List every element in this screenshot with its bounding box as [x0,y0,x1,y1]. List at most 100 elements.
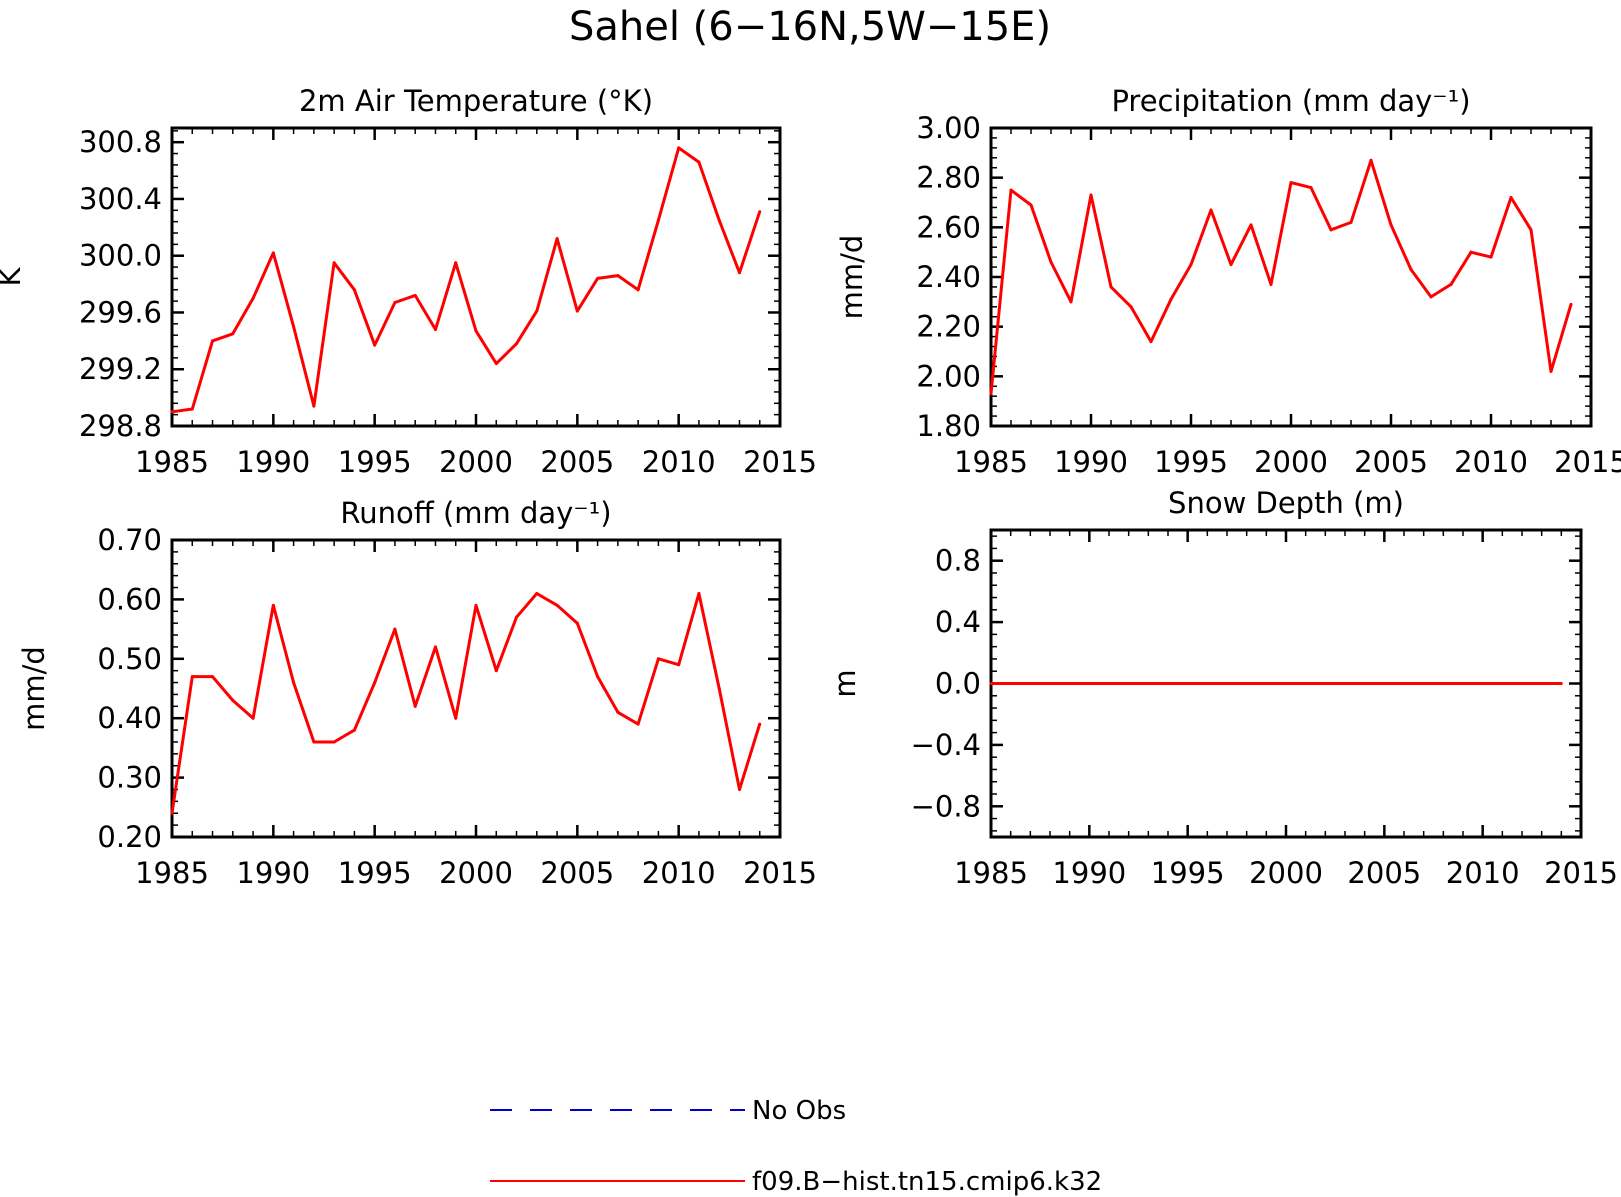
data-point [1129,305,1133,309]
data-point [1549,369,1553,373]
x-tick-label: 2010 [642,856,716,890]
data-point [393,301,397,305]
x-tick-label: 2000 [439,445,513,479]
data-point [1089,193,1093,197]
data-point [1107,682,1111,685]
x-tick-label: 1995 [338,856,412,890]
y-tick-label: 0.40 [97,701,162,735]
x-tick-label: 2010 [1446,856,1520,890]
data-point [515,342,519,346]
data-point [1422,682,1426,685]
data-point [352,728,356,732]
y-tick-label: 2.20 [916,310,981,344]
y-axis-label: mm/d [17,646,51,731]
data-point [1028,682,1032,685]
data-point [1269,282,1273,286]
data-point [1049,260,1053,264]
y-axis-label: m [828,669,862,697]
data-point [433,645,437,649]
data-point [251,716,255,720]
data-point [1449,282,1453,286]
data-point [1169,297,1173,301]
data-point [211,339,215,343]
data-point [1409,268,1413,272]
data-point [1009,188,1013,192]
data-point [413,704,417,708]
data-point [1489,255,1493,259]
data-point [170,410,174,414]
y-tick-label: 1.80 [916,409,981,443]
x-tick-label: 2005 [540,856,614,890]
data-point [1369,158,1373,162]
data-point [697,591,701,595]
data-point [1087,682,1091,685]
data-point [312,740,316,744]
legend-label-no-obs: No Obs [752,1096,846,1126]
data-point [1127,682,1131,685]
y-tick-label: 0.60 [97,582,162,616]
x-tick-label: 2010 [1454,445,1528,479]
data-point [1048,682,1052,685]
data-point [737,271,741,275]
series-line [989,158,1573,394]
figure-title: Sahel (6−16N,5W−15E) [569,4,1051,50]
legend-label-model: f09.B−hist.tn15.cmip6.k32 [752,1167,1102,1197]
data-point [575,309,579,313]
data-point [616,274,620,278]
x-tick-label: 2000 [1254,445,1328,479]
data-point [1520,682,1524,685]
data-point [332,261,336,265]
data-point [1225,682,1229,685]
y-tick-label: 3.00 [916,111,981,145]
data-point [737,787,741,791]
y-tick-label: 299.6 [79,295,162,329]
panel-title: Precipitation (mm day⁻¹) [1111,84,1470,118]
y-tick-label: 298.8 [79,409,162,443]
data-point [1309,186,1313,190]
data-point [1481,682,1485,685]
data-point [373,343,377,347]
panel-title: Snow Depth (m) [1168,486,1404,520]
y-tick-label: 0.8 [935,544,981,578]
panel-2: Precipitation (mm day⁻¹) 1985 1990 1995 2000… [835,84,1621,479]
y-tick-label: 0.4 [935,605,981,639]
data-point [1284,682,1288,685]
data-point [1068,682,1072,685]
data-point [1205,682,1209,685]
data-point [989,392,993,396]
panel-title: Runoff (mm day⁻¹) [340,496,611,530]
data-point [596,675,600,679]
data-point [231,698,235,702]
data-point [535,591,539,595]
panel-3: Runoff (mm day⁻¹) 1985 1990 1995 2000 2005 201… [17,496,817,890]
data-point [1329,228,1333,232]
x-tick-label: 2000 [439,856,513,890]
data-point [656,657,660,661]
y-tick-label: 300.8 [79,125,162,159]
x-tick-label: 2005 [1354,445,1428,479]
data-point [454,261,458,265]
y-tick-label: 300.0 [79,239,162,273]
data-point [1382,682,1386,685]
data-point [494,669,498,673]
y-tick-label: 2.00 [916,359,981,393]
x-tick-label: 1990 [236,445,310,479]
data-point [677,663,681,667]
data-point [515,615,519,619]
y-tick-label: 299.2 [79,352,162,386]
data-point [1264,682,1268,685]
data-point [271,251,275,255]
data-point [1186,682,1190,685]
data-point [717,218,721,222]
data-point [474,329,478,333]
y-axis-label: mm/d [835,235,869,320]
data-point [1461,682,1465,685]
data-point [1441,682,1445,685]
x-tick-label: 1995 [1154,445,1228,479]
y-tick-label: −0.4 [911,728,981,762]
data-point [292,681,296,685]
data-point [1343,682,1347,685]
data-point [251,296,255,300]
data-point [1029,203,1033,207]
data-point [1149,340,1153,344]
